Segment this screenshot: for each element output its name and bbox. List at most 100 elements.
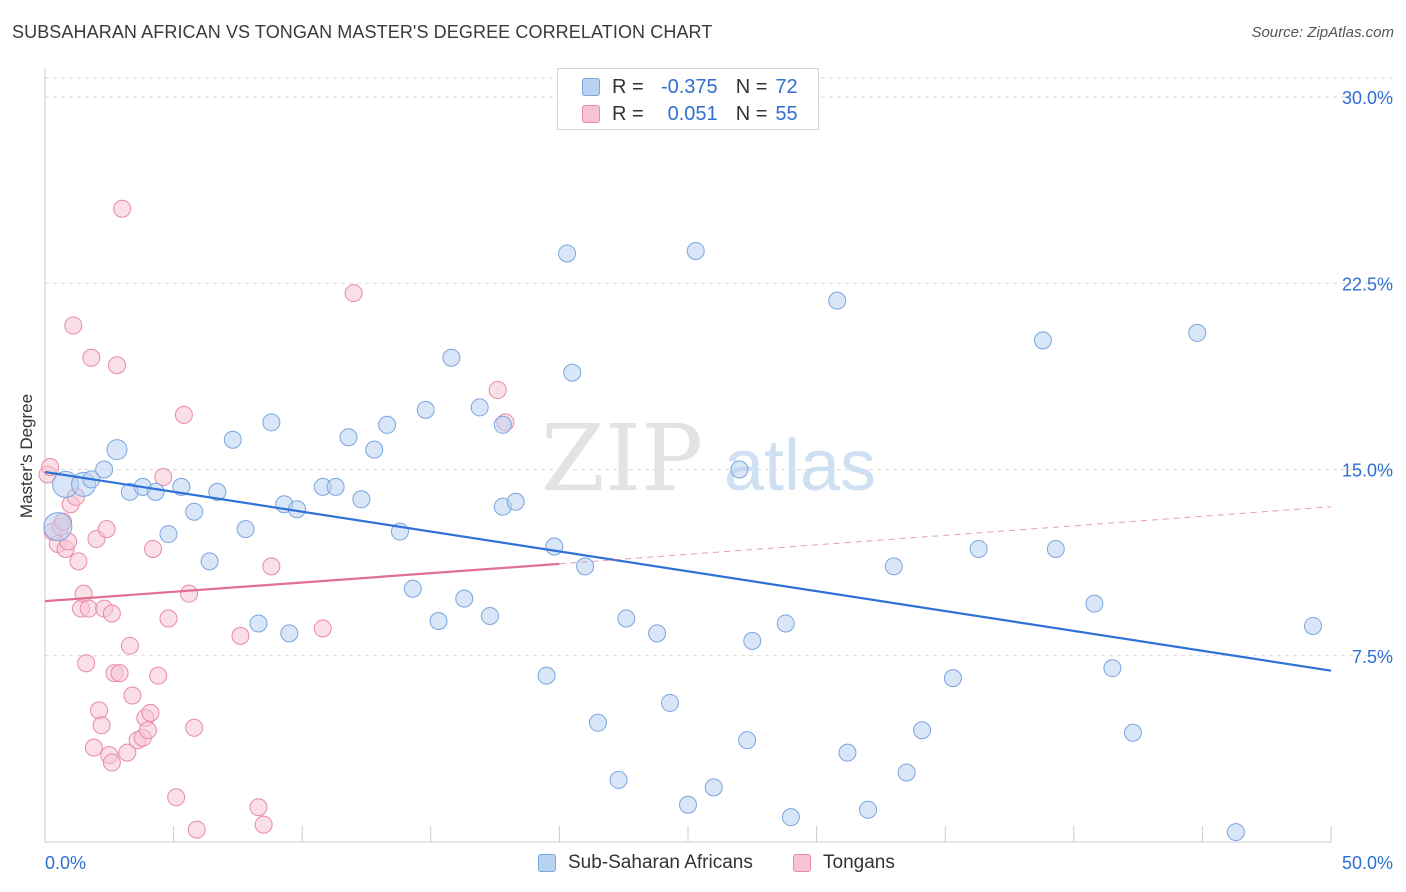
data-point-tongans (187, 820, 206, 839)
r-value: -0.375 (660, 75, 718, 98)
data-point-tongans (102, 753, 121, 772)
n-value: 72 (775, 75, 798, 98)
data-point-sub-saharan (563, 363, 582, 382)
watermark-atlas: atlas (724, 426, 876, 506)
blue-swatch (582, 78, 600, 96)
data-point-sub-saharan (686, 241, 705, 260)
data-point-tongans (249, 798, 268, 817)
data-point-sub-saharan (403, 579, 422, 598)
data-point-tongans (488, 381, 507, 400)
data-point-tongans (77, 654, 96, 673)
trend-lines (44, 470, 1332, 672)
data-point-sub-saharan (262, 413, 281, 432)
chart-title: SUBSAHARAN AFRICAN VS TONGAN MASTER'S DE… (12, 22, 713, 42)
r-label: R = (612, 75, 644, 98)
data-point-sub-saharan (859, 800, 878, 819)
data-point-tongans (144, 539, 163, 558)
data-point-tongans (79, 599, 98, 618)
y-tick-label: 7.5% (1352, 647, 1393, 667)
tongans-points (38, 199, 515, 839)
data-point-sub-saharan (781, 808, 800, 827)
data-point-tongans (97, 520, 116, 539)
data-point-sub-saharan (249, 614, 268, 633)
data-point-tongans (82, 348, 101, 367)
data-point-tongans (167, 788, 186, 807)
data-point-sub-saharan (743, 631, 762, 650)
data-point-tongans (159, 609, 178, 628)
data-point-sub-saharan (95, 460, 114, 479)
data-point-tongans (120, 636, 139, 655)
data-point-sub-saharan (617, 609, 636, 628)
legend-item-tongans[interactable]: Tongans (793, 852, 895, 874)
data-point-sub-saharan (480, 607, 499, 626)
trend-line-sub-saharan (44, 470, 1332, 672)
data-point-sub-saharan (223, 430, 242, 449)
data-point-tongans (254, 815, 273, 834)
data-point-tongans (231, 626, 250, 645)
r-value: 0.051 (667, 102, 718, 125)
data-point-sub-saharan (558, 244, 577, 263)
data-point-tongans (123, 686, 142, 705)
legend-row-blue: R = -0.375 N = 72 (582, 75, 798, 99)
data-point-sub-saharan (339, 428, 358, 447)
data-point-sub-saharan (1123, 723, 1142, 742)
data-point-sub-saharan (43, 512, 73, 542)
data-point-sub-saharan (537, 666, 556, 685)
n-value: 55 (775, 102, 798, 125)
y-tick-label: 22.5% (1342, 274, 1393, 294)
data-point-tongans (262, 557, 281, 576)
sub-saharan-points (43, 241, 1322, 842)
data-point-sub-saharan (200, 552, 219, 571)
data-point-sub-saharan (838, 743, 857, 762)
grid-lines (45, 77, 1393, 657)
data-point-sub-saharan (588, 713, 607, 732)
data-point-sub-saharan (738, 731, 757, 750)
data-point-sub-saharan (1226, 823, 1245, 842)
data-point-sub-saharan (365, 440, 384, 459)
legend-item-sub-saharan[interactable]: Sub-Saharan Africans (538, 852, 753, 874)
data-point-sub-saharan (730, 460, 749, 479)
data-point-sub-saharan (106, 439, 128, 461)
data-point-sub-saharan (776, 614, 795, 633)
data-point-sub-saharan (326, 477, 345, 496)
watermark-zip: ZIP (541, 405, 703, 512)
data-point-tongans (110, 664, 129, 683)
data-point-tongans (141, 703, 160, 722)
data-point-tongans (69, 552, 88, 571)
y-tick-label: 15.0% (1342, 461, 1393, 481)
data-point-sub-saharan (442, 348, 461, 367)
data-point-sub-saharan (378, 415, 397, 434)
data-point-sub-saharan (576, 557, 595, 576)
data-point-sub-saharan (828, 291, 847, 310)
x-tick-label: 50.0% (1342, 853, 1393, 873)
legend-row-pink: R = 0.051 N = 55 (582, 102, 798, 126)
data-point-sub-saharan (1033, 331, 1052, 350)
data-point-sub-saharan (493, 415, 512, 434)
data-point-sub-saharan (455, 589, 474, 608)
data-point-sub-saharan (185, 502, 204, 521)
data-point-sub-saharan (236, 520, 255, 539)
data-point-sub-saharan (679, 795, 697, 814)
data-point-tongans (180, 584, 199, 603)
data-point-sub-saharan (146, 482, 165, 501)
r-label: R = (612, 102, 644, 125)
data-point-sub-saharan (416, 400, 435, 419)
x-tick-label: 0.0% (45, 853, 86, 873)
data-point-sub-saharan (897, 763, 916, 782)
data-point-tongans (174, 405, 193, 424)
data-point-sub-saharan (1046, 539, 1065, 558)
axes (44, 68, 1332, 843)
data-point-tongans (185, 718, 204, 737)
data-point-sub-saharan (208, 482, 227, 501)
data-point-sub-saharan (470, 398, 489, 417)
trend-line-tongans (44, 562, 560, 603)
data-point-sub-saharan (506, 492, 525, 511)
data-point-sub-saharan (280, 624, 299, 643)
legend-label: Sub-Saharan Africans (568, 852, 753, 873)
data-point-tongans (313, 619, 332, 638)
data-point-sub-saharan (1303, 616, 1322, 635)
tick-labels: 7.5% 15.0% 22.5% 30.0% 0.0% 50.0% (45, 88, 1393, 873)
data-point-tongans (102, 604, 121, 623)
data-point-tongans (92, 716, 111, 735)
